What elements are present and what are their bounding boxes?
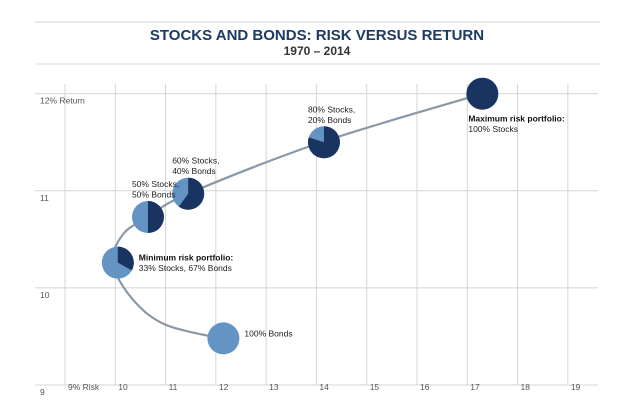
efficient-frontier-curve (111, 92, 483, 340)
portfolio-label-line: 80% Stocks, (308, 104, 355, 114)
y-tick-label: 11 (40, 193, 49, 203)
portfolio-label-line: 60% Stocks, (172, 156, 219, 166)
portfolio-label-line: 33% Stocks, 67% Bonds (139, 263, 232, 273)
y-tick-label: 10 (40, 290, 50, 300)
portfolio-marker (101, 246, 134, 279)
portfolio-label: Maximum risk portfolio: 100% Stocks (468, 114, 565, 135)
portfolio-label: 80% Stocks, 20% Bonds (308, 104, 355, 125)
x-tick-label: 11 (169, 382, 178, 392)
portfolio-label: 50% Stocks, 50% Bonds (132, 179, 179, 200)
portfolio-marker (466, 77, 499, 110)
x-tick-label: 12 (219, 382, 229, 392)
portfolio-label-line: Minimum risk portfolio: (139, 253, 234, 263)
bonds-slice (207, 322, 240, 355)
portfolio-label: 100% Bonds (244, 328, 292, 338)
tick-labels: 9% Risk 10 11 12 13 14 15 16 17 18 19 12% Return 11 1… (40, 96, 581, 397)
x-tick-label: 15 (370, 382, 380, 392)
portfolio-labels: 100% Bonds Minimum risk portfolio: 33% Sto… (132, 104, 565, 338)
stocks-slice (466, 77, 499, 110)
portfolio-marker (307, 126, 340, 159)
portfolio-marker (207, 322, 240, 355)
y-tick-label: 12% Return (40, 96, 85, 106)
portfolio-label-line: 50% Bonds (132, 190, 175, 200)
portfolio-label: Minimum risk portfolio: 33% Stocks, 67% B… (139, 253, 234, 274)
portfolio-marker (172, 177, 205, 210)
portfolio-label-line: Maximum risk portfolio: (468, 114, 565, 124)
portfolio-label-line: 100% Bonds (244, 328, 292, 338)
portfolio-label-line: 20% Bonds (308, 115, 351, 125)
y-tick-label: 9 (40, 387, 45, 397)
portfolio-marker (131, 201, 164, 234)
x-tick-label: 13 (269, 382, 279, 392)
x-tick-label: 19 (571, 382, 581, 392)
portfolio-label-line: 40% Bonds (172, 166, 215, 176)
x-tick-label: 18 (521, 382, 531, 392)
portfolio-label: 60% Stocks, 40% Bonds (172, 156, 219, 177)
chart-subtitle: 1970 – 2014 (284, 44, 351, 58)
x-tick-label: 10 (118, 382, 128, 392)
stocks-slice (117, 246, 134, 271)
x-tick-label: 17 (470, 382, 480, 392)
x-tick-label: 16 (420, 382, 430, 392)
stocks-slice (307, 126, 340, 159)
stocks-slice (147, 201, 164, 234)
x-tick-label: 9% Risk (68, 382, 100, 392)
grid (35, 84, 598, 386)
chart-title: STOCKS AND BONDS: RISK VERSUS RETURN (150, 27, 484, 44)
portfolio-label-line: 100% Stocks (468, 124, 518, 134)
x-tick-label: 14 (319, 382, 329, 392)
portfolio-points (101, 77, 499, 355)
portfolio-label-line: 50% Stocks, (132, 179, 179, 189)
stocks-slice (178, 177, 205, 210)
